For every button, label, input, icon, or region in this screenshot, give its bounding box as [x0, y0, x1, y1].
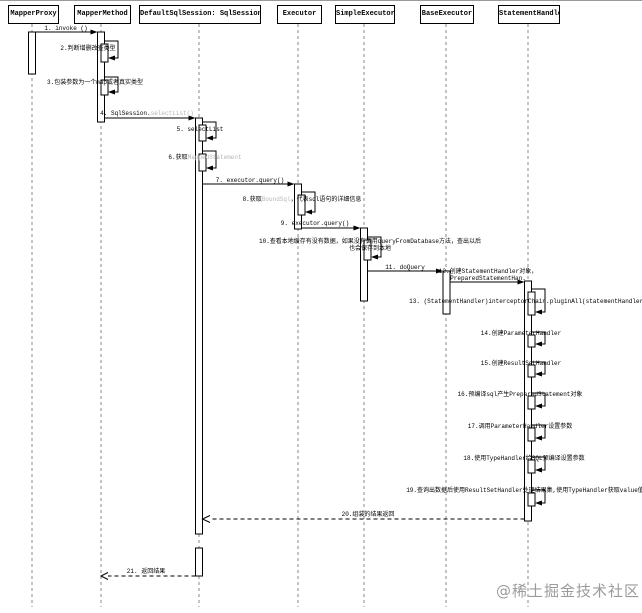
participant-defaultsqlsession: DefaultSqlSession: SqlSession — [139, 5, 261, 24]
nested-activation-msg17 — [527, 427, 536, 442]
message-label-15: 15.创建ResultSetHandler — [480, 360, 562, 367]
message-label-8: 8.获取BoundSql，代表sql语句的详细信息 — [243, 196, 362, 203]
arrowhead-msg13 — [535, 309, 542, 315]
message-label-3: 3.包装参数为一个map或者真实类型 — [46, 79, 144, 86]
nested-activation-msg8 — [297, 194, 306, 216]
message-label-9: 9. executor.query() — [280, 220, 350, 227]
arrowhead-msg9 — [353, 225, 361, 231]
self-loop-msg5 — [202, 121, 217, 139]
message-12-line2: PreparedStatementHan. — [450, 275, 526, 282]
message-label-20: 20.组装的结果返回 — [341, 511, 395, 518]
arrowhead-msg3 — [108, 89, 115, 95]
message-8-suffix: ，代表sql语句的详细信息 — [290, 196, 362, 203]
message-label-1: 1. invoke () — [44, 25, 88, 32]
arrowhead-msg20 — [201, 515, 211, 523]
activation-bars — [28, 31, 536, 577]
self-loop-msg19 — [531, 489, 546, 504]
message-12-line1: 12.创建StatementHandler对象， — [438, 268, 538, 275]
activation-baseexecutor — [442, 270, 451, 315]
self-loop-msg3 — [104, 76, 119, 93]
self-loop-msg13 — [531, 288, 546, 313]
message-label-12: 12.创建StatementHandler对象， PreparedStateme… — [439, 268, 537, 282]
message-label-18: 18.使用TypeHandler给SQL预编译设置参数 — [463, 455, 585, 462]
participant-mappermethod: MapperMethod — [74, 5, 131, 24]
nested-activation-msg3 — [100, 79, 109, 96]
message-label-10: 10.查看本地缓存有没有数据，如果没有调用queryFromDatabase方法… — [259, 238, 481, 252]
message-label-6: 6.获取MappedStatement — [168, 154, 241, 161]
activation-simpleexecutor — [360, 227, 368, 302]
arrowhead-msg4 — [188, 115, 196, 121]
arrowhead-msg16 — [535, 403, 542, 409]
nested-activation-msg19 — [527, 492, 536, 507]
message-label-21: 21. 返回结果 — [126, 568, 166, 575]
arrowhead-msg12 — [517, 279, 525, 285]
arrowhead-msg1 — [90, 29, 98, 35]
nested-activation-msg13 — [527, 291, 536, 316]
message-10-line1: 10.查看本地缓存有没有数据，如果没有调用queryFromDatabase方法… — [258, 238, 482, 245]
arrowhead-msg17 — [535, 435, 542, 441]
nested-activation-msg14 — [527, 334, 536, 348]
arrowhead-msg5 — [206, 135, 213, 141]
nested-activation-msg18 — [527, 459, 536, 474]
nested-activation-msg5 — [198, 124, 207, 142]
activation-defaultsqlsession — [195, 117, 203, 535]
nested-activation-msg15 — [527, 364, 536, 378]
message-label-14: 14.创建ParameterHandler — [480, 330, 562, 337]
self-loop-msg14 — [531, 331, 546, 345]
arrowhead-msg15 — [535, 371, 542, 377]
arrowhead-msg10 — [371, 254, 378, 260]
participant-mapperproxy: MapperProxy — [8, 5, 59, 24]
message-label-16: 16.预编译sql产生PreparedStatement对象 — [457, 391, 583, 398]
message-4-method: selectList() — [150, 110, 194, 117]
message-label-7: 7. executor.query() — [215, 177, 285, 184]
participant-baseexecutor: BaseExecutor — [420, 5, 474, 24]
message-4-prefix: 4. SqlSession. — [100, 110, 151, 117]
self-loop-msg18 — [531, 456, 546, 471]
participant-statementhandler: StatementHandler — [498, 5, 560, 24]
activation-defaultsqlsession-return — [195, 547, 203, 577]
message-label-13: 13. (StatementHandler)interceptorChain.p… — [409, 298, 642, 305]
self-loop-msg2 — [104, 40, 119, 59]
message-arrows — [35, 29, 546, 580]
arrowhead-msg2 — [108, 55, 115, 61]
message-label-17: 17.调用ParameterHandler设置参数 — [467, 423, 573, 430]
message-label-19: 19.查询出数据后使用ResultSetHandler处理结果集,使用TypeH… — [406, 487, 642, 494]
self-loop-msg16 — [531, 392, 546, 407]
self-loop-msg15 — [531, 361, 546, 375]
message-6-prefix: 6.获取 — [168, 154, 188, 161]
activation-mapperproxy — [28, 31, 36, 75]
arrowhead-msg7 — [287, 181, 295, 187]
message-8-object: BoundSql — [261, 196, 291, 203]
nested-activation-msg10 — [363, 239, 372, 261]
self-loop-msg8 — [301, 191, 316, 213]
watermark: @稀土掘金技术社区 — [495, 582, 640, 600]
participant-executor: Executor — [277, 5, 322, 24]
arrowhead-msg21 — [99, 572, 109, 580]
message-label-4: 4. SqlSession.selectList() — [100, 110, 194, 117]
message-6-object: MappedStatement — [187, 154, 242, 161]
arrowhead-msg8 — [305, 209, 312, 215]
arrowhead-msg11 — [436, 268, 443, 274]
arrowhead-msg6 — [206, 165, 213, 171]
self-loop-msg6 — [202, 150, 217, 169]
message-label-11: 11. doQuery — [385, 264, 425, 271]
participant-simpleexecutor: SimpleExecutor — [335, 5, 395, 24]
self-loop-msg17 — [531, 424, 546, 439]
message-8-prefix: 8.获取 — [242, 196, 262, 203]
self-loop-msg10 — [367, 236, 382, 258]
message-label-2: 2.判断增删改查类型 — [60, 45, 116, 52]
message-10-line2: 也会保存到本地 — [348, 245, 392, 252]
arrowhead-msg14 — [535, 341, 542, 347]
nested-activation-msg2 — [100, 43, 109, 63]
arrowhead-msg19 — [535, 500, 542, 506]
nested-activation-msg16 — [527, 395, 536, 410]
arrowhead-msg18 — [535, 467, 542, 473]
nested-activation-msg6 — [198, 153, 207, 172]
message-label-5: 5. selectList — [176, 126, 224, 133]
